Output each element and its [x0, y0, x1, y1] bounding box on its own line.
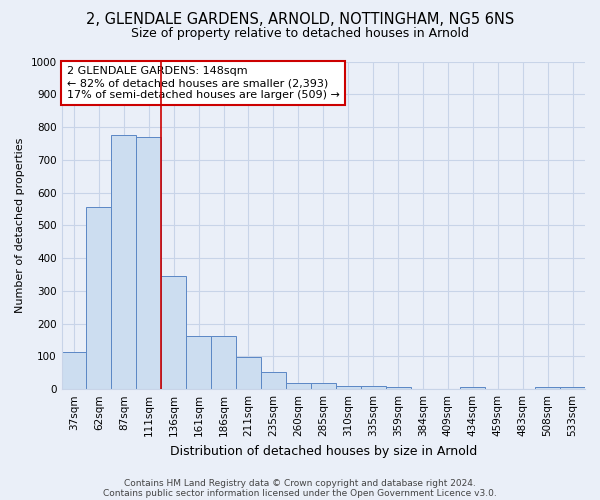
- Bar: [286, 382, 311, 389]
- X-axis label: Distribution of detached houses by size in Arnold: Distribution of detached houses by size …: [170, 444, 477, 458]
- Bar: [112, 134, 136, 389]
- Y-axis label: Number of detached properties: Number of detached properties: [15, 138, 25, 313]
- Bar: [161, 276, 186, 389]
- Bar: [62, 352, 86, 389]
- Bar: [560, 386, 585, 389]
- Bar: [211, 336, 236, 389]
- Text: 2, GLENDALE GARDENS, ARNOLD, NOTTINGHAM, NG5 6NS: 2, GLENDALE GARDENS, ARNOLD, NOTTINGHAM,…: [86, 12, 514, 28]
- Bar: [136, 137, 161, 389]
- Bar: [86, 206, 112, 389]
- Text: Size of property relative to detached houses in Arnold: Size of property relative to detached ho…: [131, 28, 469, 40]
- Text: 2 GLENDALE GARDENS: 148sqm
← 82% of detached houses are smaller (2,393)
17% of s: 2 GLENDALE GARDENS: 148sqm ← 82% of deta…: [67, 66, 340, 100]
- Bar: [186, 336, 211, 389]
- Bar: [460, 386, 485, 389]
- Bar: [386, 386, 410, 389]
- Bar: [236, 358, 261, 389]
- Text: Contains HM Land Registry data © Crown copyright and database right 2024.: Contains HM Land Registry data © Crown c…: [124, 478, 476, 488]
- Bar: [361, 386, 386, 389]
- Bar: [535, 386, 560, 389]
- Bar: [336, 386, 361, 389]
- Bar: [311, 384, 336, 389]
- Bar: [261, 372, 286, 389]
- Text: Contains public sector information licensed under the Open Government Licence v3: Contains public sector information licen…: [103, 488, 497, 498]
